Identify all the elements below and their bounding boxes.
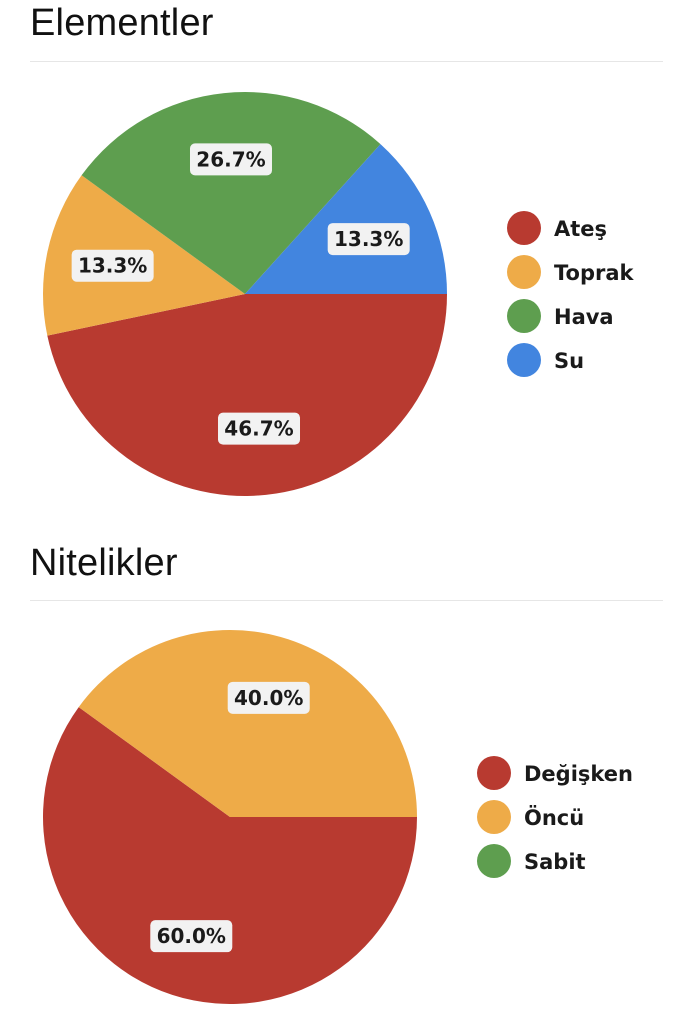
legend-item-degisken: Değişken — [477, 756, 633, 790]
pie-slice-su — [245, 144, 447, 294]
nitelikler-pie-chart: 60.0% 40.0% Değişken Öncü Sabit — [42, 630, 633, 1005]
pie-slice-degisken — [42, 707, 417, 1005]
slice-label-ates: 46.7% — [218, 412, 301, 445]
slice-label-background — [218, 412, 301, 445]
legend-label: Toprak — [554, 261, 635, 285]
legend-item-hava: Hava — [507, 299, 614, 333]
slice-label-background — [227, 681, 310, 714]
slice-label-hava: 26.7% — [189, 143, 272, 176]
legend-swatch — [507, 255, 541, 289]
legend-item-ates: Ateş — [507, 211, 607, 245]
slice-label-text: 46.7% — [224, 417, 293, 441]
slice-label-text: 40.0% — [234, 686, 303, 710]
legend-item-toprak: Toprak — [507, 255, 635, 289]
pie-slice-oncu — [78, 630, 418, 817]
slice-label-text: 26.7% — [196, 147, 265, 171]
slice-label-toprak: 13.3% — [71, 249, 154, 282]
elementler-pie-chart: 46.7% 13.3% 26.7% 13.3% Ateş Toprak Hava Su — [42, 92, 635, 496]
legend-label: Ateş — [554, 217, 607, 241]
slice-label-oncu: 40.0% — [227, 681, 310, 714]
legend-item-oncu: Öncü — [477, 800, 584, 834]
legend-label: Öncü — [524, 805, 584, 830]
pie-slice-hava — [81, 92, 381, 295]
slice-label-background — [327, 223, 410, 256]
legend-swatch — [477, 844, 511, 878]
legend-item-sabit: Sabit — [477, 844, 586, 878]
slice-label-background — [189, 143, 272, 176]
legend-label: Hava — [554, 305, 614, 329]
nitelikler-title: Nitelikler — [30, 542, 178, 584]
legend-swatch — [507, 211, 541, 245]
slice-label-text: 60.0% — [157, 924, 226, 948]
legend-label: Su — [554, 349, 584, 373]
slice-label-text: 13.3% — [334, 227, 403, 251]
slice-label-background — [71, 249, 154, 282]
legend-swatch — [507, 299, 541, 333]
legend-label: Sabit — [524, 850, 586, 874]
legend-swatch — [507, 343, 541, 377]
legend-swatch — [477, 800, 511, 834]
pie-slice-ates — [47, 294, 447, 496]
elementler-title: Elementler — [30, 2, 214, 44]
slice-label-degisken: 60.0% — [150, 920, 233, 953]
legend-label: Değişken — [524, 762, 633, 786]
slice-label-text: 13.3% — [78, 254, 147, 278]
legend-item-su: Su — [507, 343, 584, 377]
slice-label-su: 13.3% — [327, 223, 410, 256]
elementler-divider — [30, 61, 663, 62]
slice-label-background — [150, 920, 233, 953]
nitelikler-divider — [30, 600, 663, 601]
legend-swatch — [477, 756, 511, 790]
